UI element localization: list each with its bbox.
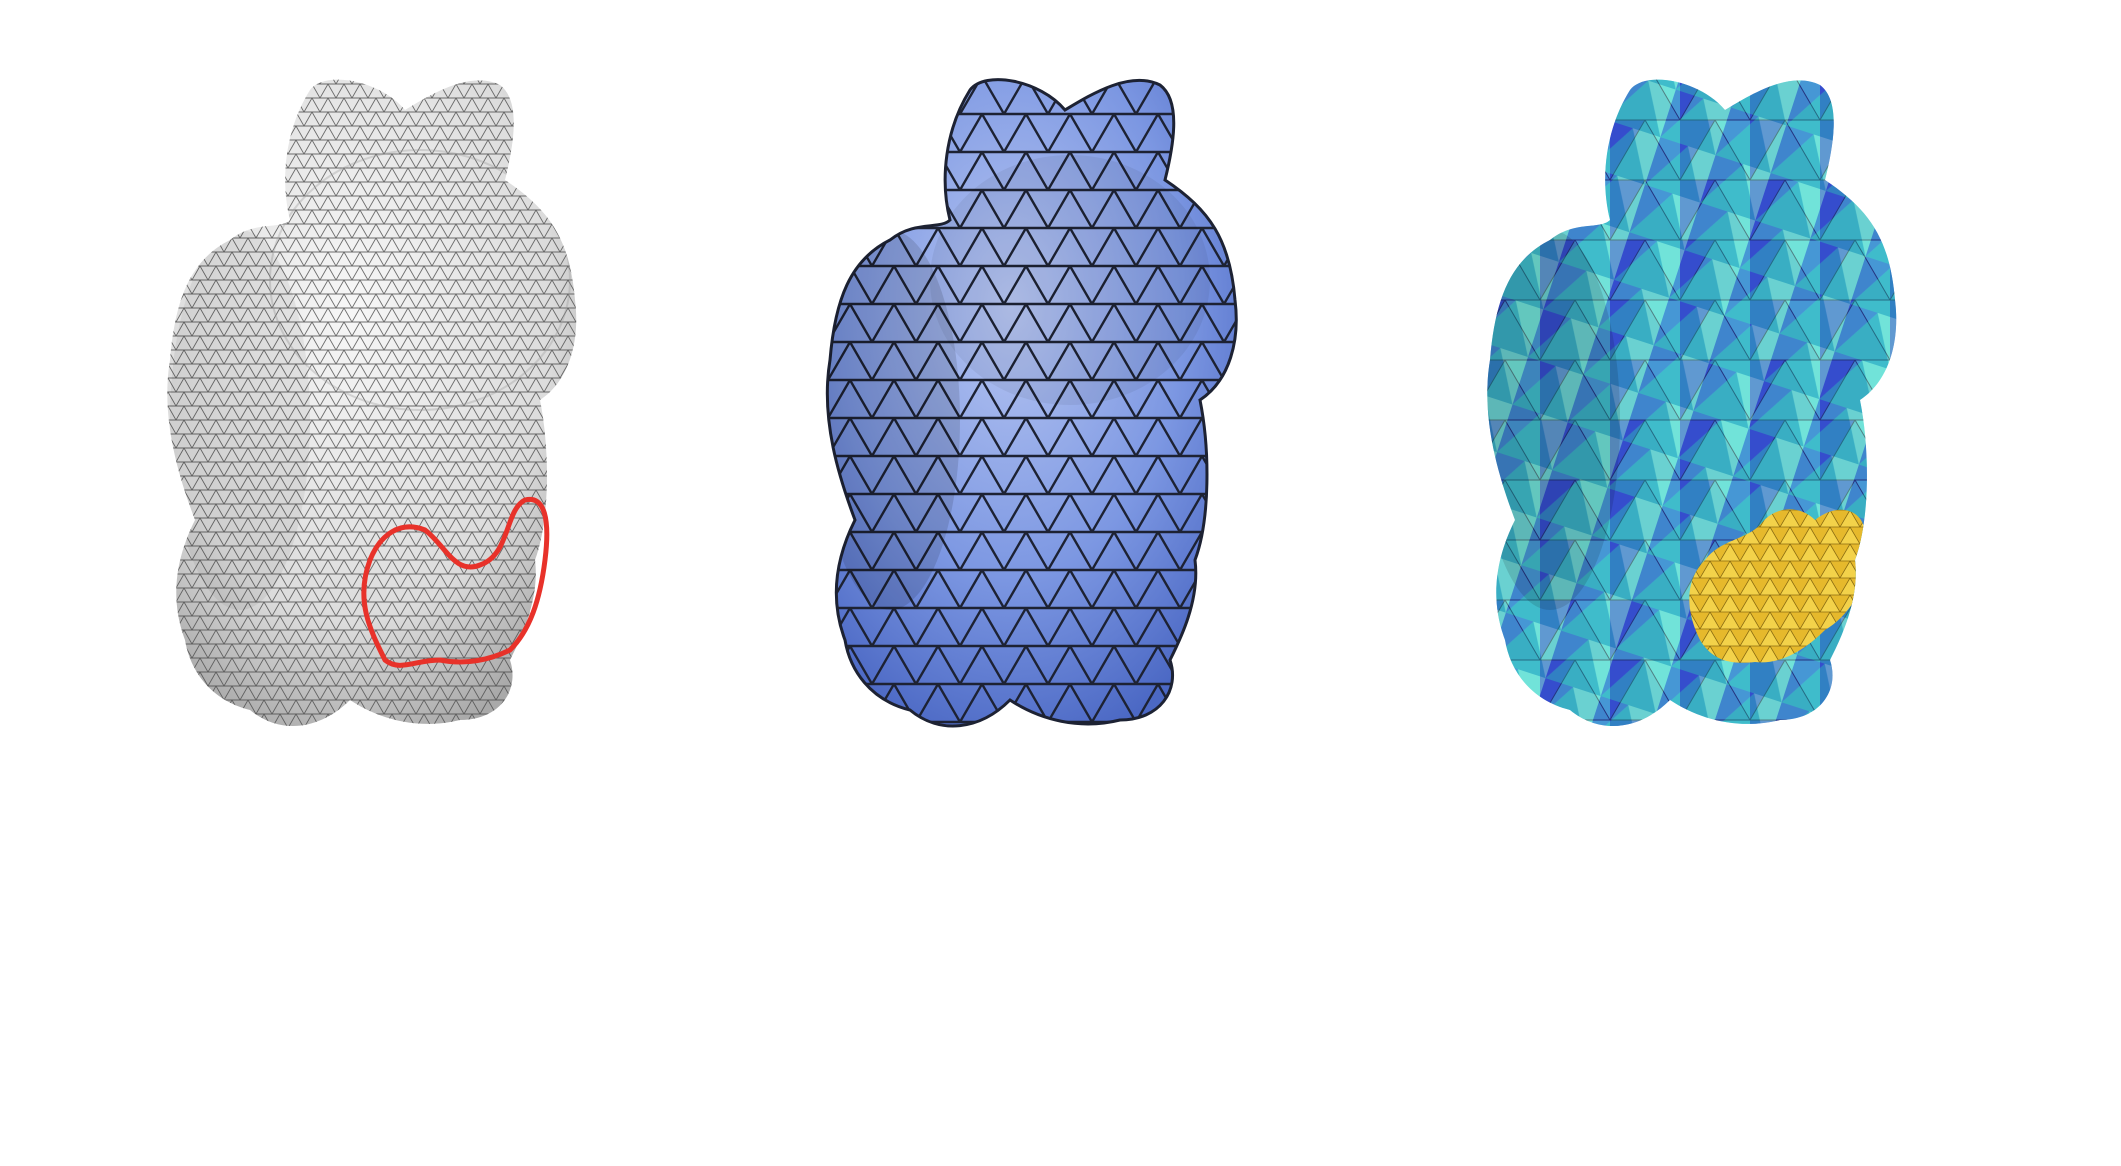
yellow-region: [1689, 509, 1866, 663]
red-curve: [361, 496, 550, 668]
panel-input-mesh: [80, 0, 700, 1166]
squirrel-gray-mesh: [167, 79, 577, 727]
squirrel-color-mesh: [1487, 79, 1897, 727]
squirrel-body: [1487, 79, 1897, 727]
panel-remeshed: [740, 0, 1360, 1166]
panel-colored: [1400, 0, 2020, 1166]
squirrel-body: [167, 79, 577, 727]
squirrel-blue-mesh: [825, 78, 1238, 728]
squirrel-body: [825, 78, 1238, 728]
